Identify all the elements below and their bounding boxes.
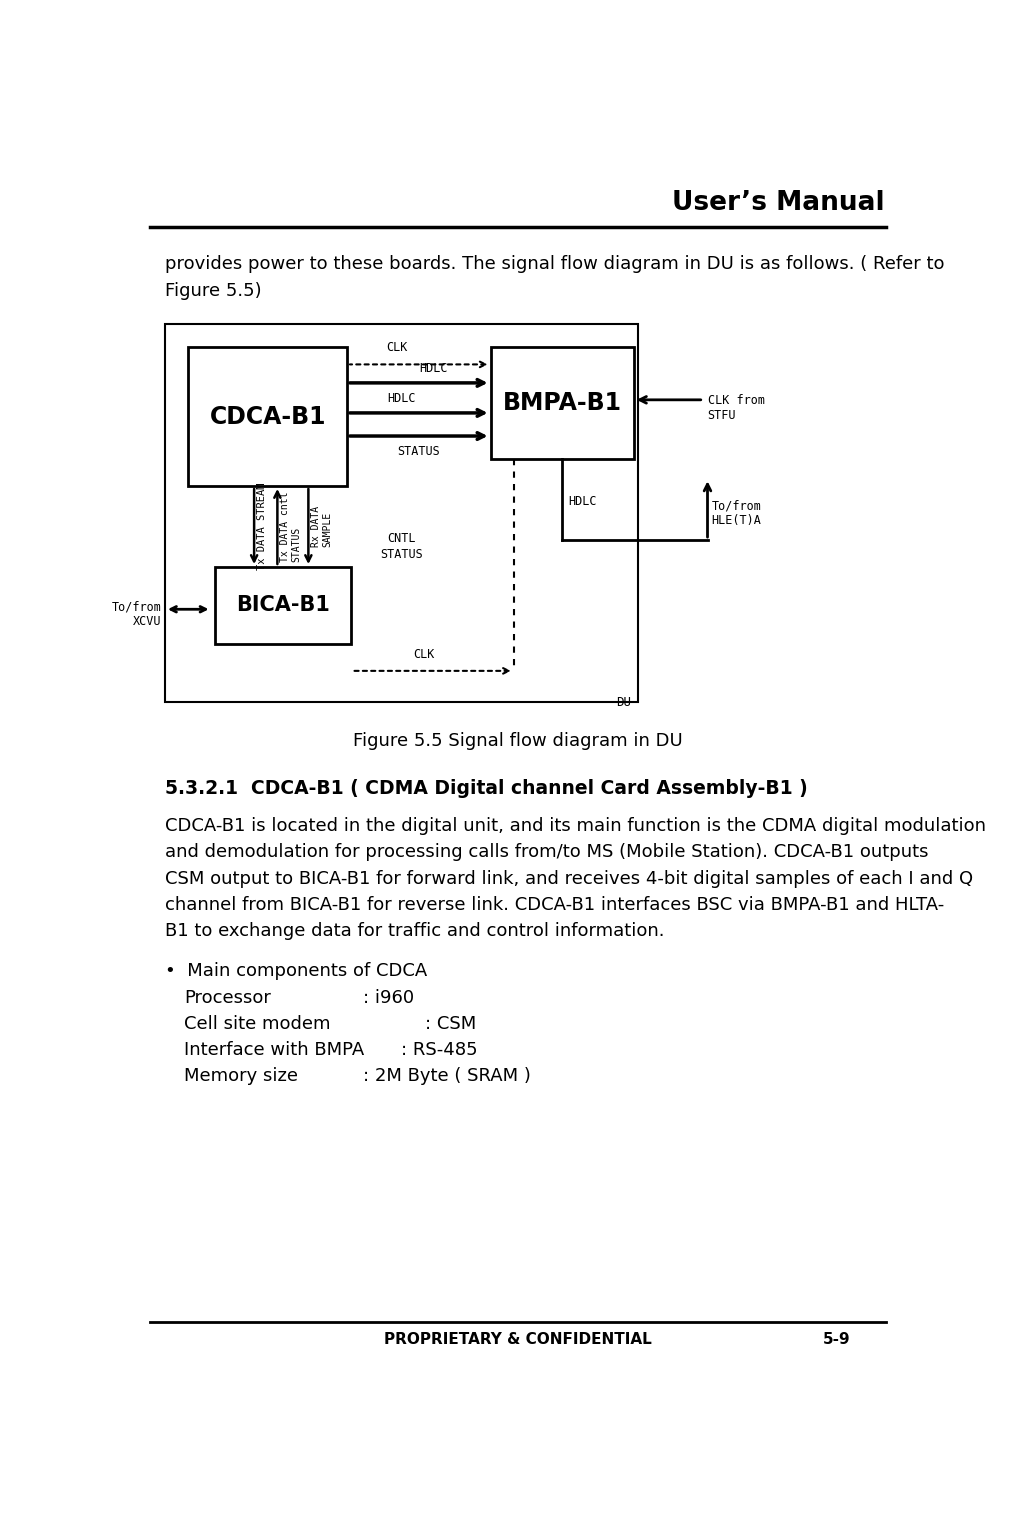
Text: To/from
HLE(T)A: To/from HLE(T)A <box>711 499 762 528</box>
Text: CDCA-B1 is located in the digital unit, and its main function is the CDMA digita: CDCA-B1 is located in the digital unit, … <box>165 817 986 835</box>
Text: : 2M Byte ( SRAM ): : 2M Byte ( SRAM ) <box>363 1067 530 1085</box>
Text: Cell site modem: Cell site modem <box>185 1016 331 1032</box>
Bar <box>215 567 351 644</box>
Text: CDCA-B1: CDCA-B1 <box>209 405 326 429</box>
Text: DU: DU <box>616 696 631 708</box>
Text: STATUS: STATUS <box>398 446 440 458</box>
Text: •  Main components of CDCA: • Main components of CDCA <box>165 963 427 979</box>
Text: Tx DATA STREAM: Tx DATA STREAM <box>258 482 268 570</box>
Text: : CSM: : CSM <box>424 1016 476 1032</box>
Text: : i960: : i960 <box>363 988 414 1007</box>
Text: HDLC: HDLC <box>569 494 597 508</box>
Text: CLK: CLK <box>387 341 408 355</box>
Text: CNTL
STATUS: CNTL STATUS <box>380 532 423 561</box>
Text: BICA-B1: BICA-B1 <box>236 596 330 615</box>
Text: To/from
XCVU: To/from XCVU <box>111 600 162 628</box>
Bar <box>491 347 634 459</box>
Text: PROPRIETARY & CONFIDENTIAL: PROPRIETARY & CONFIDENTIAL <box>384 1333 651 1348</box>
Text: Figure 5.5): Figure 5.5) <box>165 282 262 300</box>
Text: HDLC: HDLC <box>388 393 416 405</box>
Text: BMPA-B1: BMPA-B1 <box>503 391 622 415</box>
Text: Memory size: Memory size <box>185 1067 298 1085</box>
Text: User’s Manual: User’s Manual <box>672 190 884 215</box>
Text: and demodulation for processing calls from/to MS (Mobile Station). CDCA-B1 outpu: and demodulation for processing calls fr… <box>165 843 928 861</box>
Text: B1 to exchange data for traffic and control information.: B1 to exchange data for traffic and cont… <box>165 922 665 940</box>
Text: Interface with BMPA: Interface with BMPA <box>185 1041 376 1060</box>
Text: HDLC: HDLC <box>419 362 447 374</box>
Text: provides power to these boards. The signal flow diagram in DU is as follows. ( R: provides power to these boards. The sign… <box>165 255 944 273</box>
Text: Rx DATA
SAMPLE: Rx DATA SAMPLE <box>311 506 332 547</box>
Text: Processor: Processor <box>185 988 272 1007</box>
Bar <box>188 347 347 487</box>
Text: : RS-485: : RS-485 <box>401 1041 478 1060</box>
Bar <box>165 324 637 702</box>
Text: CSM output to BICA-B1 for forward link, and receives 4-bit digital samples of ea: CSM output to BICA-B1 for forward link, … <box>165 870 973 887</box>
Text: channel from BICA-B1 for reverse link. CDCA-B1 interfaces BSC via BMPA-B1 and HL: channel from BICA-B1 for reverse link. C… <box>165 896 944 914</box>
Text: 5-9: 5-9 <box>823 1333 850 1348</box>
Text: Tx DATA cntl
STATUS: Tx DATA cntl STATUS <box>280 491 301 562</box>
Text: 5.3.2.1  CDCA-B1 ( CDMA Digital channel Card Assembly-B1 ): 5.3.2.1 CDCA-B1 ( CDMA Digital channel C… <box>165 779 808 797</box>
Text: CLK: CLK <box>413 647 435 661</box>
Text: Figure 5.5 Signal flow diagram in DU: Figure 5.5 Signal flow diagram in DU <box>352 732 683 750</box>
Text: CLK from
STFU: CLK from STFU <box>707 394 765 421</box>
